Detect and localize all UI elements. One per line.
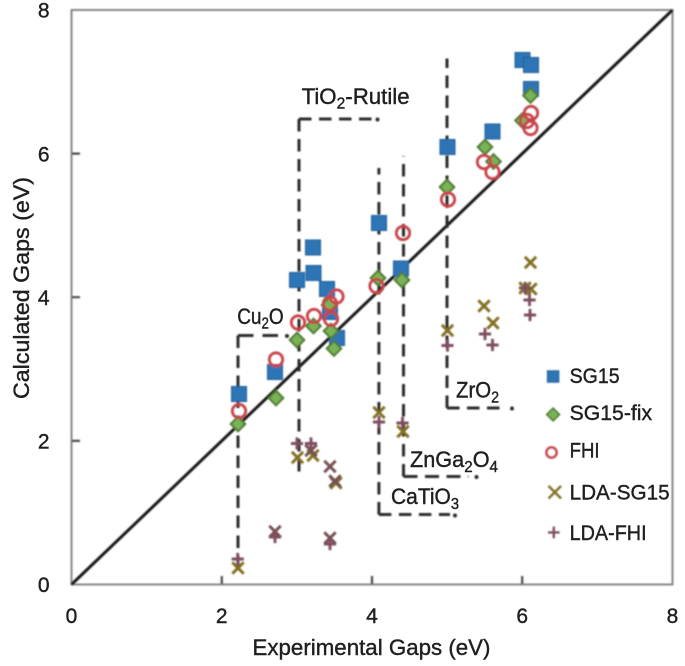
svg-text:8: 8 [667, 605, 679, 628]
svg-text:2: 2 [262, 316, 269, 333]
svg-text:2: 2 [337, 96, 346, 113]
svg-text:Experimental Gaps (eV): Experimental Gaps (eV) [253, 635, 491, 660]
svg-text:2: 2 [491, 390, 499, 407]
svg-text:6: 6 [38, 143, 50, 166]
svg-text:ZnGa: ZnGa [410, 447, 465, 472]
svg-text:LDA-FHI: LDA-FHI [570, 521, 647, 545]
svg-text:SG15-fix: SG15-fix [570, 401, 653, 425]
svg-text:4: 4 [490, 459, 499, 476]
svg-text:6: 6 [516, 605, 528, 628]
svg-text:SG15: SG15 [570, 364, 620, 388]
svg-text:TiO: TiO [302, 84, 337, 109]
svg-text:8: 8 [38, 0, 50, 23]
svg-text:2: 2 [38, 431, 50, 454]
svg-text:0: 0 [66, 605, 78, 628]
svg-text:2: 2 [216, 605, 228, 628]
svg-text:-Rutile: -Rutile [345, 84, 409, 109]
svg-text:FHI: FHI [570, 439, 600, 463]
svg-text:O: O [473, 447, 490, 472]
svg-text:4: 4 [366, 605, 378, 628]
svg-text:Cu: Cu [237, 304, 261, 329]
svg-text:3: 3 [451, 496, 459, 513]
svg-text:LDA-SG15: LDA-SG15 [570, 481, 670, 505]
svg-text:0: 0 [38, 574, 50, 597]
svg-text:O: O [269, 304, 284, 329]
svg-text:ZrO: ZrO [456, 378, 491, 403]
svg-text:Calculated Gaps (eV): Calculated Gaps (eV) [9, 177, 34, 399]
svg-text:CaTiO: CaTiO [391, 484, 451, 509]
svg-text:2: 2 [464, 459, 472, 476]
svg-text:4: 4 [38, 287, 50, 310]
